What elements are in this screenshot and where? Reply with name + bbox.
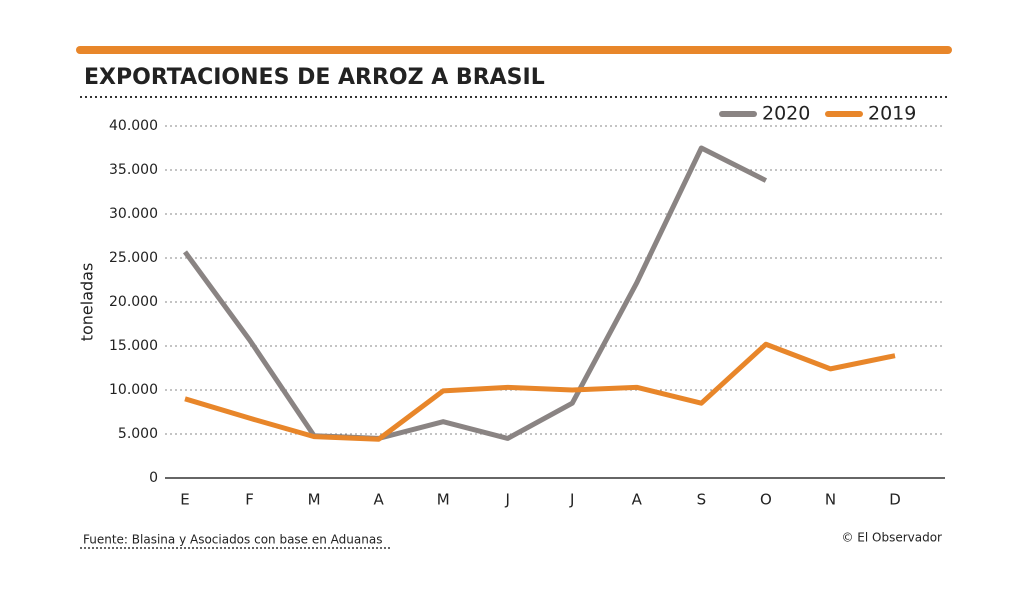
series-line [182,145,768,441]
x-tick-label: F [245,491,254,509]
series-line [184,341,896,442]
x-tick-label: M [308,491,321,509]
x-tick-label: N [825,491,836,509]
y-tick-label: 5.000 [118,426,158,442]
x-tick-label: S [697,491,707,509]
y-axis-label: toneladas [78,263,97,342]
x-tick-label: M [437,491,450,509]
source: Fuente: Blasina y Asociados con base en … [83,533,382,547]
y-tick-label: 40.000 [109,118,158,134]
x-tick-label: J [569,491,574,509]
y-tick-label: 25.000 [109,250,158,266]
x-tick-label: E [180,491,189,509]
legend-label: 2019 [868,103,916,125]
x-tick-label: A [374,491,385,509]
y-tick-label: 0 [149,470,158,486]
y-tick-label: 35.000 [109,162,158,178]
x-tick-label: A [632,491,643,509]
credit: © El Observador [841,531,942,545]
y-tick-label: 10.000 [109,382,158,398]
x-tick-label: D [889,491,901,509]
y-tick-label: 15.000 [109,338,158,354]
x-tick-label: J [505,491,510,509]
x-tick-label: O [760,491,772,509]
legend-label: 2020 [762,103,810,125]
y-tick-label: 30.000 [109,206,158,222]
y-tick-label: 20.000 [109,294,158,310]
chart-title: EXPORTACIONES DE ARROZ A BRASIL [84,65,545,90]
